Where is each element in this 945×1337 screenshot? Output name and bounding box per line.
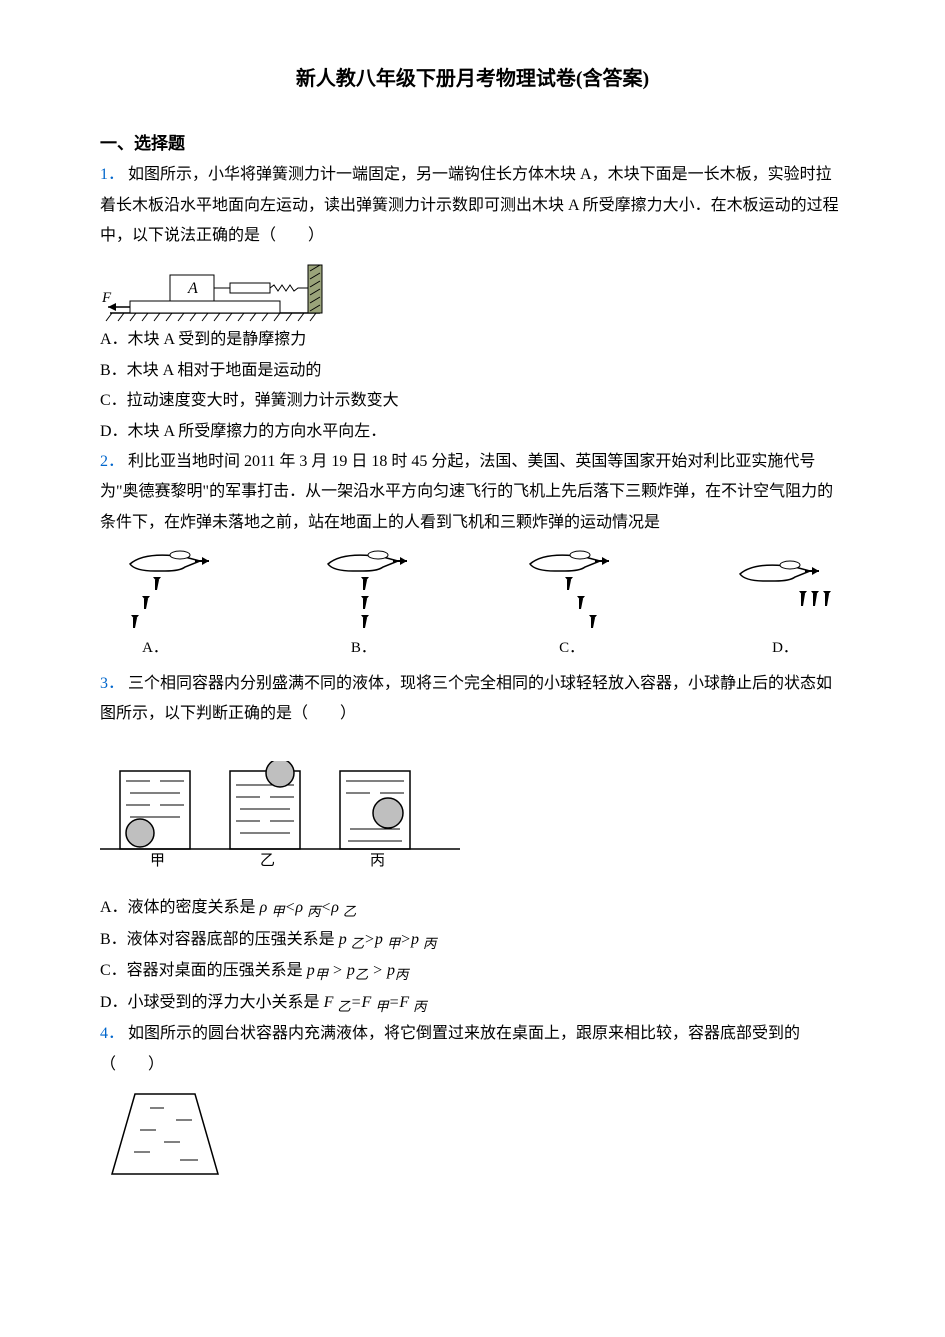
q1-option-a: A．木块 A 受到的是静摩擦力 [100, 325, 845, 355]
q2-option-c: C． [517, 544, 627, 663]
q2-option-d: D． [725, 544, 845, 663]
q3-option-d: D．小球受到的浮力大小关系是 F 乙=F 甲=F 丙 [100, 988, 845, 1020]
q4-number: 4． [100, 1025, 124, 1042]
page-title: 新人教八年级下册月考物理试卷(含答案) [100, 60, 845, 98]
question-2: 2． 利比亚当地时间 2011 年 3 月 19 日 18 时 45 分起，法国… [100, 447, 845, 538]
svg-text:A: A [187, 280, 198, 297]
q1-option-d: D．木块 A 所受摩擦力的方向水平向左． [100, 417, 845, 447]
svg-text:乙: 乙 [260, 853, 275, 869]
svg-text:甲: 甲 [150, 853, 165, 869]
q2-option-a: A． [100, 544, 210, 663]
q1-option-b: B．木块 A 相对于地面是运动的 [100, 356, 845, 386]
q1-stem: 如图所示，小华将弹簧测力计一端固定，另一端钩住长方体木块 A，木块下面是一长木板… [100, 166, 839, 244]
svg-text:丙: 丙 [370, 853, 385, 869]
q3-figure: 甲 乙 丙 [100, 761, 845, 871]
q1-number: 1． [100, 166, 124, 183]
question-4: 4． 如图所示的圆台状容器内充满液体，将它倒置过来放在桌面上，跟原来相比较，容器… [100, 1019, 845, 1080]
q4-stem: 如图所示的圆台状容器内充满液体，将它倒置过来放在桌面上，跟原来相比较，容器底部受… [100, 1025, 800, 1072]
q2-stem: 利比亚当地时间 2011 年 3 月 19 日 18 时 45 分起，法国、美国… [100, 453, 833, 531]
q2-option-b: B． [308, 544, 418, 663]
section-heading: 一、选择题 [100, 128, 845, 160]
q2-number: 2． [100, 453, 124, 470]
svg-text:F: F [101, 290, 112, 306]
q4-figure [100, 1084, 230, 1184]
q3-option-c: C．容器对桌面的压强关系是 p甲 > p乙 > p丙 [100, 956, 845, 988]
question-1: 1． 如图所示，小华将弹簧测力计一端固定，另一端钩住长方体木块 A，木块下面是一… [100, 160, 845, 251]
q3-number: 3． [100, 675, 124, 692]
q3-option-b: B．液体对容器底部的压强关系是 p 乙>p 甲>p 丙 [100, 925, 845, 957]
q1-figure: A F [100, 255, 330, 325]
question-3: 3． 三个相同容器内分别盛满不同的液体，现将三个完全相同的小球轻轻放入容器，小球… [100, 669, 845, 730]
q2-options: A． B． [100, 544, 845, 663]
q3-option-a: A．液体的密度关系是 ρ 甲<ρ 丙<ρ 乙 [100, 893, 845, 925]
q3-stem: 三个相同容器内分别盛满不同的液体，现将三个完全相同的小球轻轻放入容器，小球静止后… [100, 675, 832, 722]
q1-option-c: C．拉动速度变大时，弹簧测力计示数变大 [100, 386, 845, 416]
